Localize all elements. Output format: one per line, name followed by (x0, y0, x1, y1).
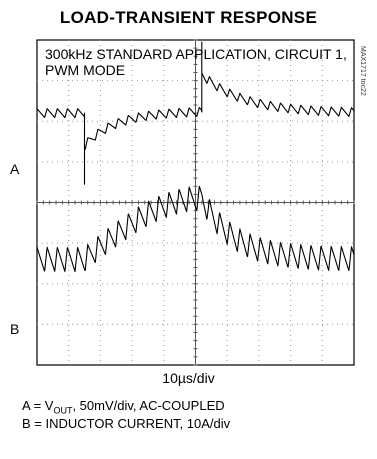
legend-a-subscript: OUT (53, 405, 73, 416)
timebase-label: 10µs/div (162, 370, 215, 386)
figure-id-note: MAX1717 toc22 (359, 46, 366, 96)
legend-a-suffix: , 50mV/div, AC-COUPLED (72, 398, 225, 413)
channel-a-label: A (10, 161, 20, 177)
channel-b-label: B (10, 321, 20, 337)
annotation-line-2: PWM MODE (45, 62, 126, 78)
annotation-line-1: 300kHz STANDARD APPLICATION, CIRCUIT 1, (45, 46, 347, 62)
legend-channel-a: A = VOUT, 50mV/div, AC-COUPLED (22, 398, 225, 416)
trace-channel-b (36, 185, 355, 273)
legend-channel-b: B = INDUCTOR CURRENT, 10A/div (22, 416, 231, 431)
chart-title: LOAD-TRANSIENT RESPONSE (59, 8, 318, 27)
trace-channel-a (36, 41, 355, 185)
plot-annotation: 300kHz STANDARD APPLICATION, CIRCUIT 1, … (45, 46, 347, 78)
legend-a-prefix: A = V (22, 398, 54, 413)
